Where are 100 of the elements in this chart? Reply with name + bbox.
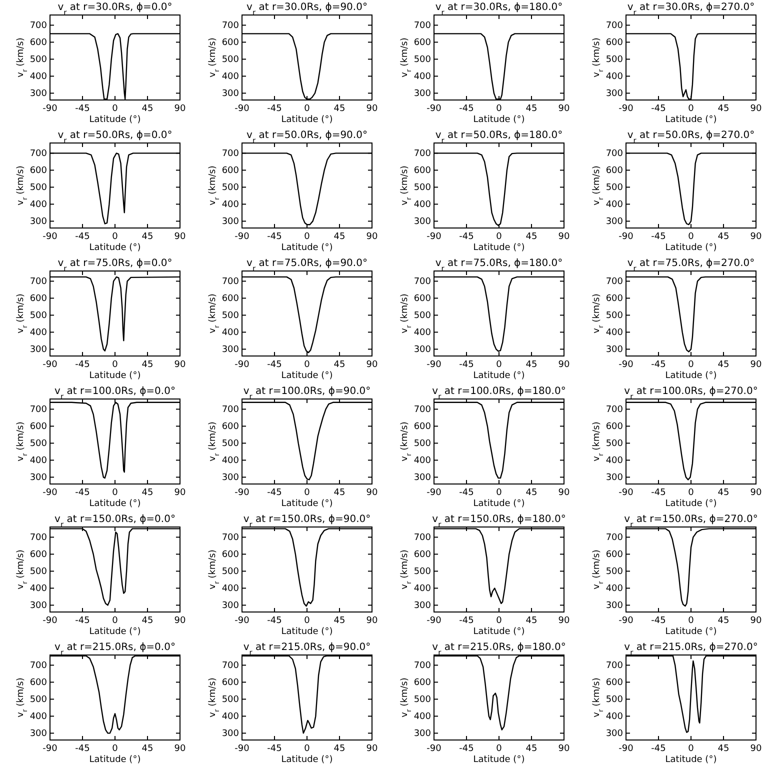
y-tick-label: 300	[222, 473, 240, 484]
y-tick-label: 400	[222, 328, 240, 338]
y-tick-label: 500	[30, 567, 48, 578]
x-tick-label: 90	[558, 744, 570, 754]
x-tick-label: -45	[651, 232, 666, 242]
y-tick-label: 500	[414, 311, 432, 322]
y-tick-label: 500	[30, 311, 48, 322]
x-tick-label: 45	[718, 744, 730, 754]
y-tick-label: 500	[606, 55, 624, 66]
x-axis-title: Latitude (°)	[281, 243, 333, 253]
x-tick-label: 0	[304, 744, 310, 754]
x-tick-label: -90	[426, 360, 442, 370]
y-tick-label: 500	[30, 55, 48, 66]
y-tick-label: 500	[606, 567, 624, 578]
y-tick-label: 400	[414, 328, 432, 338]
x-axis-title: Latitude (°)	[281, 755, 333, 765]
y-tick-label: 700	[606, 405, 624, 416]
y-tick-label: 600	[414, 38, 432, 48]
y-tick-label: 600	[30, 294, 48, 304]
x-tick-label: 45	[334, 744, 346, 754]
y-tick-label: 400	[606, 712, 624, 722]
y-tick-label: 500	[414, 183, 432, 194]
x-tick-label: 90	[750, 616, 762, 626]
x-tick-label: 45	[334, 104, 346, 114]
x-tick-label: 45	[526, 744, 538, 754]
y-tick-label: 700	[30, 405, 48, 416]
y-tick-label: 500	[606, 695, 624, 706]
y-tick-label: 600	[414, 166, 432, 176]
x-tick-label: 0	[496, 616, 502, 626]
y-tick-label: 700	[606, 21, 624, 32]
x-tick-label: 0	[304, 232, 310, 242]
y-tick-label: 600	[606, 678, 624, 688]
y-tick-label: 600	[606, 166, 624, 176]
y-tick-label: 600	[414, 678, 432, 688]
x-axis-title: Latitude (°)	[89, 755, 141, 765]
y-tick-label: 300	[606, 217, 624, 228]
x-tick-label: 45	[526, 104, 538, 114]
x-tick-label: -90	[426, 744, 442, 754]
x-tick-label: 0	[688, 488, 694, 498]
y-tick-label: 300	[414, 473, 432, 484]
x-tick-label: 90	[366, 488, 378, 498]
y-tick-label: 300	[606, 345, 624, 356]
x-tick-label: 45	[142, 616, 154, 626]
x-tick-label: 90	[366, 104, 378, 114]
y-tick-label: 300	[30, 473, 48, 484]
y-tick-label: 500	[222, 695, 240, 706]
x-tick-label: 90	[366, 232, 378, 242]
x-axis-title: Latitude (°)	[281, 627, 333, 637]
x-tick-label: -90	[426, 488, 442, 498]
x-tick-label: 45	[718, 616, 730, 626]
y-tick-label: 300	[606, 729, 624, 740]
x-tick-label: 0	[112, 104, 118, 114]
x-tick-label: 90	[558, 488, 570, 498]
x-tick-label: 90	[750, 232, 762, 242]
x-tick-label: -90	[42, 232, 58, 242]
y-tick-label: 400	[222, 200, 240, 210]
x-axis-title: Latitude (°)	[473, 371, 525, 381]
x-tick-label: 0	[688, 616, 694, 626]
y-tick-label: 500	[222, 439, 240, 450]
y-tick-label: 700	[222, 21, 240, 32]
y-tick-label: 600	[414, 294, 432, 304]
x-tick-label: 45	[526, 616, 538, 626]
x-tick-label: 45	[334, 360, 346, 370]
y-tick-label: 400	[606, 328, 624, 338]
y-tick-label: 400	[606, 584, 624, 594]
x-axis-title: Latitude (°)	[473, 499, 525, 509]
x-tick-label: 45	[142, 744, 154, 754]
y-tick-label: 400	[30, 456, 48, 466]
x-tick-label: 45	[526, 360, 538, 370]
x-tick-label: 0	[688, 360, 694, 370]
y-tick-label: 400	[606, 456, 624, 466]
x-tick-label: -45	[267, 232, 282, 242]
x-axis-title: Latitude (°)	[665, 499, 717, 509]
x-axis-title: Latitude (°)	[665, 627, 717, 637]
y-tick-label: 400	[222, 456, 240, 466]
x-tick-label: 90	[174, 104, 186, 114]
x-tick-label: 90	[750, 360, 762, 370]
y-tick-label: 300	[30, 729, 48, 740]
y-tick-label: 400	[30, 328, 48, 338]
y-tick-label: 600	[30, 38, 48, 48]
y-tick-label: 300	[606, 601, 624, 612]
x-tick-label: -45	[75, 616, 90, 626]
y-tick-label: 300	[30, 217, 48, 228]
y-tick-label: 500	[30, 695, 48, 706]
x-tick-label: 45	[334, 488, 346, 498]
y-tick-label: 400	[222, 712, 240, 722]
x-axis-title: Latitude (°)	[473, 755, 525, 765]
x-tick-label: 0	[112, 616, 118, 626]
y-tick-label: 500	[30, 439, 48, 450]
y-tick-label: 400	[414, 72, 432, 82]
x-tick-label: 0	[112, 488, 118, 498]
y-tick-label: 500	[606, 439, 624, 450]
y-tick-label: 700	[414, 21, 432, 32]
x-axis-title: Latitude (°)	[89, 371, 141, 381]
x-axis-title: Latitude (°)	[281, 115, 333, 125]
y-tick-label: 400	[30, 200, 48, 210]
x-axis-title: Latitude (°)	[665, 115, 717, 125]
x-tick-label: -90	[42, 104, 58, 114]
x-axis-title: Latitude (°)	[89, 243, 141, 253]
y-tick-label: 300	[414, 345, 432, 356]
